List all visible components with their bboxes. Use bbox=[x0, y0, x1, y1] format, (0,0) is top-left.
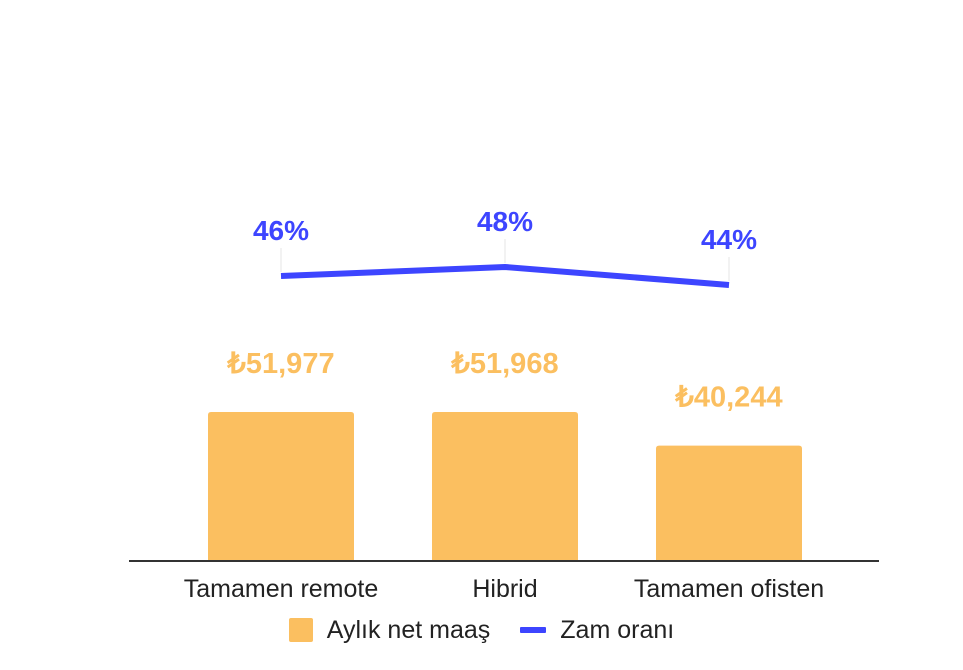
bar-tamamen-ofisten bbox=[656, 445, 802, 561]
legend-label-raise: Zam oranı bbox=[560, 615, 675, 644]
line-layer bbox=[280, 239, 730, 288]
legend-swatch-salary bbox=[288, 618, 313, 642]
labels-layer: ₺51,977 ₺51,968 ₺40,244 46% 48% 44% bbox=[226, 206, 782, 414]
bar-tamamen-remote bbox=[208, 412, 354, 561]
legend-swatch-raise bbox=[520, 627, 547, 633]
legend: Aylık net maaş Zam oranı bbox=[0, 612, 963, 648]
category-label-hibrid: Hibrid bbox=[472, 575, 537, 603]
line-value-label-hibrid: 48% bbox=[477, 206, 533, 237]
line-value-label-tamamen-remote: 46% bbox=[253, 215, 309, 246]
legend-item-raise[interactable]: Zam oranı bbox=[520, 616, 674, 645]
bar-hibrid bbox=[432, 412, 578, 561]
category-labels: Tamamen remote Hibrid Tamamen ofisten bbox=[184, 575, 824, 603]
line-raise-rate bbox=[280, 264, 730, 288]
bar-value-label-tamamen-remote: ₺51,977 bbox=[226, 348, 334, 380]
bars-layer bbox=[208, 412, 802, 561]
legend-label-salary: Aylık net maaş bbox=[326, 615, 491, 644]
line-value-label-tamamen-ofisten: 44% bbox=[701, 224, 757, 255]
bar-value-label-tamamen-ofisten: ₺40,244 bbox=[674, 382, 782, 414]
bar-value-label-hibrid: ₺51,968 bbox=[450, 348, 558, 380]
legend-item-salary[interactable]: Aylık net maaş bbox=[288, 615, 491, 645]
category-label-tamamen-ofisten: Tamamen ofisten bbox=[634, 575, 824, 603]
category-label-tamamen-remote: Tamamen remote bbox=[184, 575, 379, 603]
